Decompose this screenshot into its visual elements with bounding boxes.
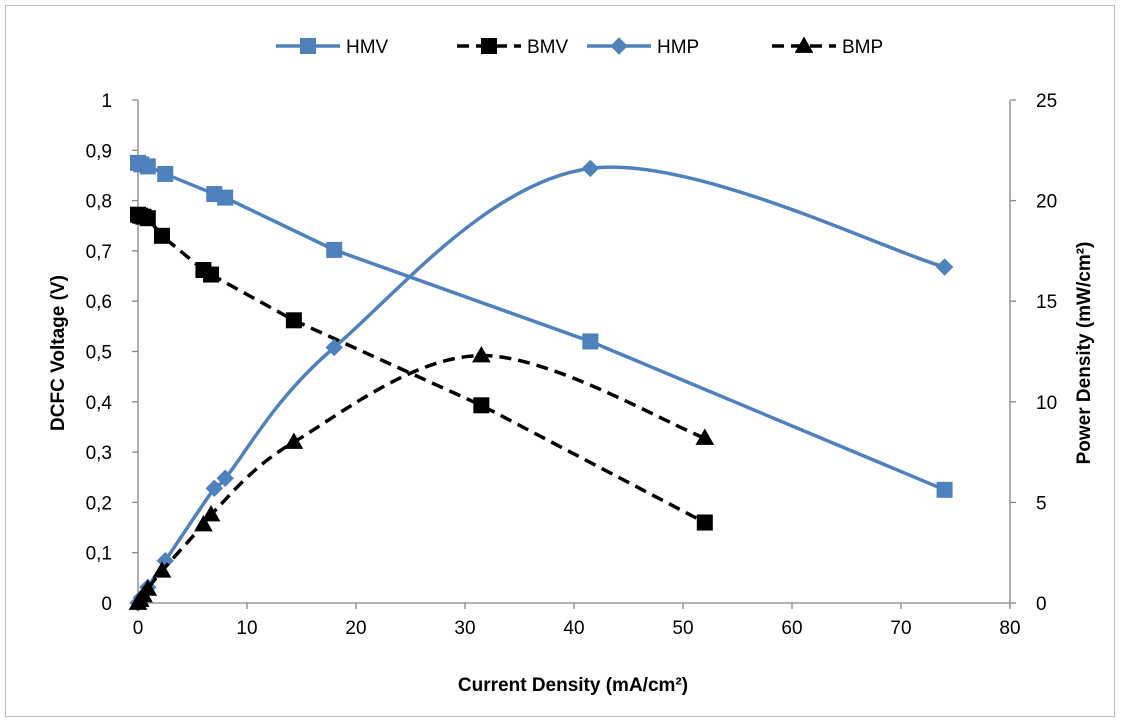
series-hmv-point xyxy=(582,333,599,350)
series-hmp-line xyxy=(136,165,946,604)
series-hmp-point xyxy=(581,159,600,178)
legend: HMV BMV HMP BMP xyxy=(276,36,883,58)
y-left-tick-label: 0,8 xyxy=(86,192,112,213)
x-tick-label: 50 xyxy=(672,618,693,639)
series-bmp-point xyxy=(152,561,172,578)
x-tick-label: 80 xyxy=(999,618,1020,639)
y-left-tick-label: 0 xyxy=(101,594,112,615)
series-bmp-point xyxy=(284,432,304,449)
series-bmv-point xyxy=(153,227,170,244)
x-axis-title: Current Density (mA/cm²) xyxy=(458,675,688,696)
legend-marker-bmv xyxy=(481,38,497,54)
x-tick-label: 0 xyxy=(133,618,144,639)
x-tick-label: 60 xyxy=(781,618,802,639)
y-left-tick-label: 0,7 xyxy=(86,242,112,263)
legend-item-hmp: HMP xyxy=(587,37,699,58)
series-hmp-point xyxy=(205,479,224,498)
y-left-tick-label: 0,9 xyxy=(86,141,112,162)
legend-label-bmp: BMP xyxy=(842,37,883,58)
y-left-tick-label: 0,4 xyxy=(86,393,113,414)
series-bmp-point xyxy=(138,579,158,596)
series-hmv-point xyxy=(326,241,343,258)
series-bmp-point xyxy=(695,428,715,445)
y-right-tick-label: 10 xyxy=(1036,393,1057,414)
series-hmv-point xyxy=(157,165,174,182)
legend-label-bmv: BMV xyxy=(527,37,569,58)
series-bmp-point xyxy=(201,504,221,522)
series-bmv-point xyxy=(473,397,490,414)
series-bmv-point xyxy=(203,266,220,283)
x-tick-label: 70 xyxy=(890,618,911,639)
series-bmv-point xyxy=(139,210,156,227)
y-axis-left-title: DCFC Voltage (V) xyxy=(48,275,69,431)
series-bmp-point xyxy=(471,346,491,363)
y-right-tick-label: 0 xyxy=(1036,594,1047,615)
series-hmv xyxy=(130,154,953,498)
series-hmv-line xyxy=(137,161,946,492)
series-bmv-point xyxy=(696,514,713,531)
y-axis-right-title: Power Density (mW/cm²) xyxy=(1074,242,1095,465)
series-hmp xyxy=(129,159,954,612)
axes: 0 10 20 30 40 50 60 70 8000,10,20,30,40,50,60,70… xyxy=(86,91,1058,639)
y-right-tick-label: 15 xyxy=(1036,292,1057,313)
x-tick-label: 20 xyxy=(345,618,366,639)
series-hmv-point xyxy=(936,481,953,498)
series-hmv-point xyxy=(139,158,156,175)
y-left-tick-label: 1 xyxy=(101,91,112,112)
x-tick-label: 40 xyxy=(563,618,584,639)
series-hmp-point xyxy=(325,338,343,357)
series-bmp xyxy=(128,346,715,610)
y-left-tick-label: 0,5 xyxy=(86,343,112,364)
y-left-tick-label: 0,3 xyxy=(86,443,112,464)
chart-area xyxy=(5,5,1115,717)
series-bmp-point xyxy=(194,515,213,532)
legend-label-hmv: HMV xyxy=(346,37,389,58)
legend-marker-hmp xyxy=(610,37,628,55)
legend-marker-bmp xyxy=(794,36,814,53)
legend-label-hmp: HMP xyxy=(657,37,699,58)
x-tick-label: 30 xyxy=(454,618,475,639)
series-hmp-point xyxy=(216,469,234,487)
y-right-tick-label: 20 xyxy=(1036,192,1057,213)
legend-item-bmv: BMV xyxy=(457,37,569,58)
series-hmp-point xyxy=(935,258,954,276)
y-left-tick-label: 0,2 xyxy=(86,493,112,514)
y-right-tick-label: 5 xyxy=(1036,493,1047,514)
legend-marker-hmv xyxy=(300,38,316,54)
y-left-tick-label: 0,6 xyxy=(86,292,112,313)
plot-series xyxy=(128,154,954,612)
legend-item-hmv: HMV xyxy=(276,37,389,58)
series-bmv-point xyxy=(285,312,302,329)
y-left-tick-label: 0,1 xyxy=(86,544,112,565)
series-hmv-point xyxy=(217,189,234,206)
x-tick-label: 10 xyxy=(236,618,257,639)
series-bmv xyxy=(130,206,713,531)
legend-item-bmp: BMP xyxy=(772,36,883,58)
y-right-tick-label: 25 xyxy=(1036,91,1057,112)
